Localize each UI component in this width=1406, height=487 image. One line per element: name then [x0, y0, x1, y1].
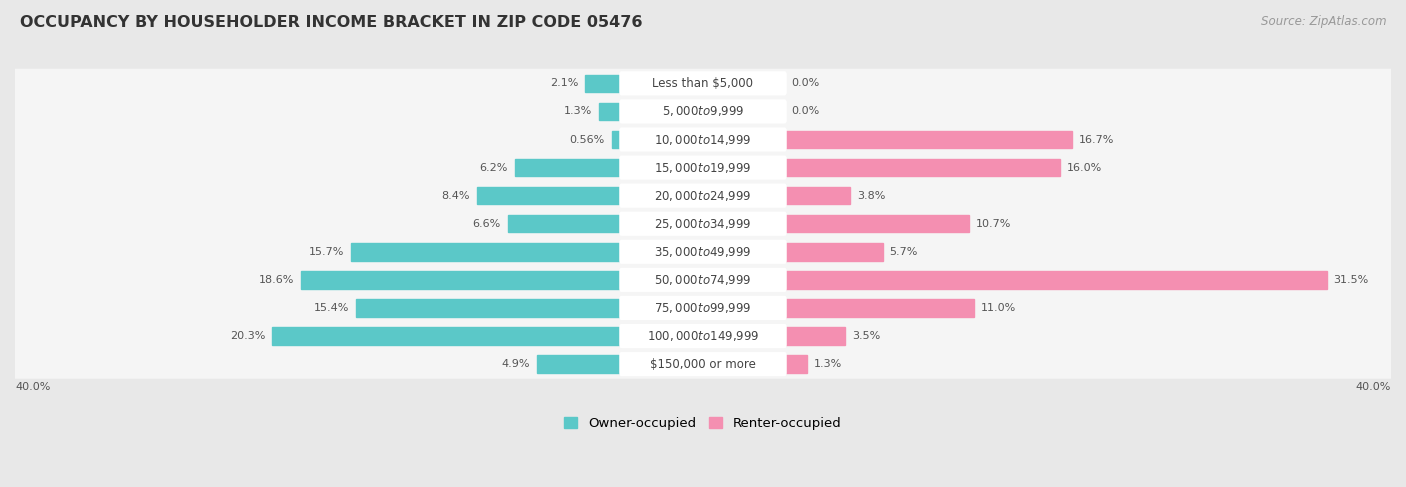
FancyBboxPatch shape [13, 125, 1393, 154]
Bar [273, 327, 621, 345]
Text: Less than $5,000: Less than $5,000 [652, 77, 754, 90]
FancyBboxPatch shape [619, 99, 787, 124]
Text: 15.7%: 15.7% [309, 247, 344, 257]
Text: 5.7%: 5.7% [890, 247, 918, 257]
Text: $25,000 to $34,999: $25,000 to $34,999 [654, 217, 752, 231]
Text: $5,000 to $9,999: $5,000 to $9,999 [662, 104, 744, 118]
Text: 0.56%: 0.56% [569, 134, 605, 145]
Text: 16.0%: 16.0% [1067, 163, 1102, 172]
Text: $100,000 to $149,999: $100,000 to $149,999 [647, 329, 759, 343]
FancyBboxPatch shape [13, 209, 1393, 238]
Text: 0.0%: 0.0% [792, 78, 820, 88]
Text: 3.5%: 3.5% [852, 331, 880, 341]
Text: 20.3%: 20.3% [231, 331, 266, 341]
Bar [352, 243, 621, 261]
FancyBboxPatch shape [13, 237, 1393, 266]
Bar [301, 271, 621, 289]
Text: 40.0%: 40.0% [15, 382, 51, 392]
Bar [477, 187, 621, 205]
Text: $50,000 to $74,999: $50,000 to $74,999 [654, 273, 752, 287]
Bar [599, 103, 621, 120]
FancyBboxPatch shape [619, 324, 787, 348]
Bar [785, 215, 969, 232]
FancyBboxPatch shape [13, 321, 1393, 351]
Text: $75,000 to $99,999: $75,000 to $99,999 [654, 301, 752, 315]
Text: 16.7%: 16.7% [1078, 134, 1114, 145]
Bar [785, 187, 851, 205]
Text: 2.1%: 2.1% [550, 78, 578, 88]
Text: Source: ZipAtlas.com: Source: ZipAtlas.com [1261, 15, 1386, 28]
FancyBboxPatch shape [619, 240, 787, 264]
Bar [785, 271, 1326, 289]
Text: 10.7%: 10.7% [976, 219, 1011, 229]
Text: 4.9%: 4.9% [502, 359, 530, 369]
FancyBboxPatch shape [13, 293, 1393, 322]
FancyBboxPatch shape [619, 352, 787, 376]
Bar [785, 131, 1071, 148]
Bar [508, 215, 621, 232]
FancyBboxPatch shape [13, 265, 1393, 295]
Text: 6.6%: 6.6% [472, 219, 501, 229]
Bar [785, 356, 807, 373]
Text: 11.0%: 11.0% [981, 303, 1017, 313]
Text: $15,000 to $19,999: $15,000 to $19,999 [654, 161, 752, 174]
Legend: Owner-occupied, Renter-occupied: Owner-occupied, Renter-occupied [560, 412, 846, 435]
Text: $150,000 or more: $150,000 or more [650, 357, 756, 371]
Bar [612, 131, 621, 148]
FancyBboxPatch shape [13, 350, 1393, 379]
Text: $35,000 to $49,999: $35,000 to $49,999 [654, 245, 752, 259]
Text: $10,000 to $14,999: $10,000 to $14,999 [654, 132, 752, 147]
FancyBboxPatch shape [619, 71, 787, 95]
FancyBboxPatch shape [13, 181, 1393, 210]
Text: 18.6%: 18.6% [259, 275, 294, 285]
Text: OCCUPANCY BY HOUSEHOLDER INCOME BRACKET IN ZIP CODE 05476: OCCUPANCY BY HOUSEHOLDER INCOME BRACKET … [20, 15, 643, 30]
Text: 31.5%: 31.5% [1333, 275, 1368, 285]
Text: $20,000 to $24,999: $20,000 to $24,999 [654, 188, 752, 203]
Bar [785, 299, 974, 317]
FancyBboxPatch shape [13, 153, 1393, 182]
Text: 3.8%: 3.8% [856, 190, 886, 201]
FancyBboxPatch shape [619, 155, 787, 180]
Bar [537, 356, 621, 373]
Text: 1.3%: 1.3% [814, 359, 842, 369]
FancyBboxPatch shape [619, 268, 787, 292]
FancyBboxPatch shape [619, 296, 787, 320]
Text: 40.0%: 40.0% [1355, 382, 1391, 392]
FancyBboxPatch shape [619, 212, 787, 236]
Text: 0.0%: 0.0% [792, 107, 820, 116]
Text: 6.2%: 6.2% [479, 163, 508, 172]
Text: 8.4%: 8.4% [441, 190, 470, 201]
Bar [785, 159, 1060, 176]
Bar [785, 327, 845, 345]
Bar [356, 299, 621, 317]
FancyBboxPatch shape [619, 128, 787, 151]
FancyBboxPatch shape [13, 69, 1393, 98]
Bar [515, 159, 621, 176]
Text: 15.4%: 15.4% [314, 303, 350, 313]
FancyBboxPatch shape [13, 97, 1393, 126]
FancyBboxPatch shape [619, 184, 787, 208]
Text: 1.3%: 1.3% [564, 107, 592, 116]
Bar [585, 75, 621, 92]
Bar [785, 243, 883, 261]
